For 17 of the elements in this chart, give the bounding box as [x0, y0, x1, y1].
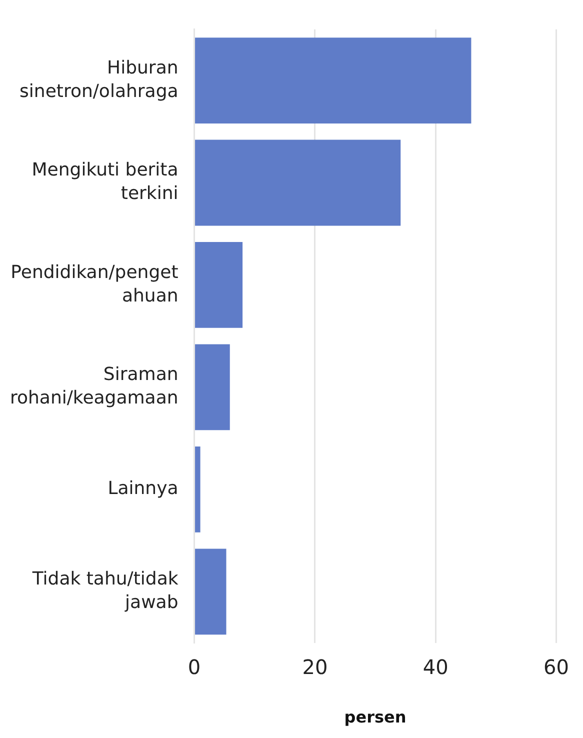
bar: [195, 140, 401, 226]
y-tick-label: Pendidikan/pengetahuan: [10, 262, 178, 306]
y-tick-label: Lainnya: [108, 478, 178, 500]
x-tick-label: 40: [422, 655, 448, 680]
y-tick-label: Tidak tahu/tidak jawab: [31, 568, 179, 614]
x-axis-title: persen: [344, 708, 406, 727]
bar: [195, 242, 243, 328]
bar: [195, 38, 472, 124]
bar: [195, 548, 226, 635]
y-tick-label: Siraman rohani/keagamaan: [10, 364, 178, 409]
x-tick-label: 20: [302, 655, 328, 680]
y-tick-label: Mengikuti berita terkini: [32, 160, 178, 204]
x-tick-label: 60: [544, 655, 569, 680]
bar: [195, 344, 230, 430]
x-tick-label: 0: [188, 655, 201, 680]
y-tick-label: Hiburan sinetron/olahraga: [20, 57, 178, 102]
bar: [195, 446, 200, 532]
